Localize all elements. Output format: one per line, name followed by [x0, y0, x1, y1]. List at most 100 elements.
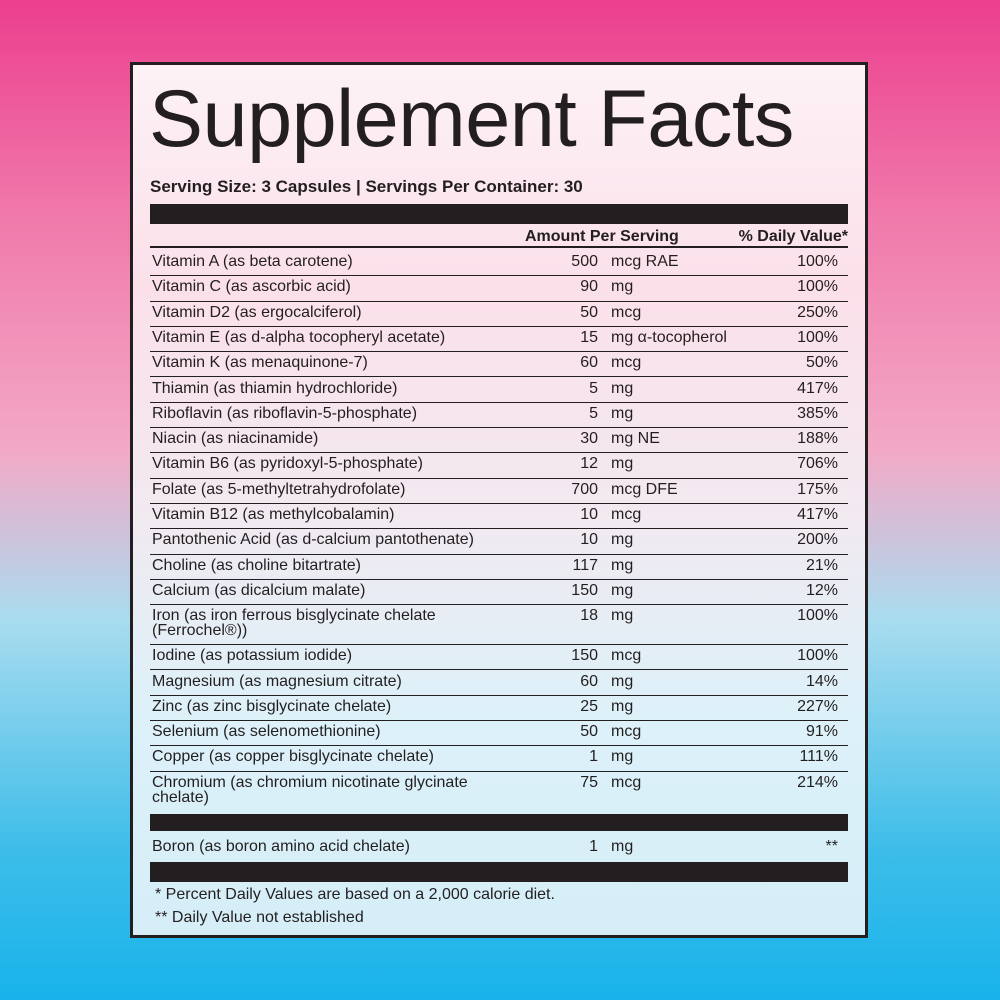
unit: mg — [611, 607, 634, 625]
daily-value: 50% — [805, 354, 838, 372]
nutrient-row: Zinc (as zinc bisglycinate chelate) 25 mg 2… — [150, 695, 848, 722]
nutrient-row: Vitamin E (as d-alpha tocopheryl acetate… — [150, 326, 848, 353]
amount: 5 — [589, 404, 598, 422]
daily-value: 14% — [805, 672, 838, 690]
supplement-facts-panel: Supplement Facts Serving Size: 3 Capsule… — [130, 62, 868, 938]
nutrient-row: Selenium (as selenomethionine) 50 mcg 91% — [150, 720, 848, 747]
daily-value: 100% — [797, 278, 838, 296]
daily-value: 188% — [797, 430, 838, 448]
daily-value: 385% — [797, 404, 838, 422]
daily-value: 91% — [805, 723, 838, 741]
daily-value: 417% — [797, 506, 838, 523]
amount: 700 — [571, 480, 598, 498]
daily-value-header: % Daily Value* — [738, 228, 848, 245]
daily-value: 214% — [797, 773, 838, 791]
daily-value: 21% — [805, 556, 838, 574]
nutrient-row: Vitamin C (as ascorbic acid) 90 mg 100% — [150, 275, 848, 302]
nutrient-row: Pantothenic Acid (as d-calcium pantothen… — [150, 528, 848, 555]
nutrient-name: Vitamin E (as d-alpha tocopheryl acetate… — [152, 328, 446, 346]
title: Supplement Facts — [149, 74, 794, 164]
daily-value: 417% — [797, 379, 838, 397]
unit: mg — [611, 748, 634, 766]
daily-value: 250% — [797, 303, 838, 321]
unit: mcg — [611, 773, 642, 791]
amount: 1 — [589, 837, 598, 855]
amount: 30 — [580, 430, 598, 448]
nutrient-name: Boron (as boron amino acid chelate) — [152, 837, 410, 855]
amount-header: Amount Per Serving — [525, 228, 679, 245]
amount: 18 — [580, 607, 598, 625]
nutrient-row: Vitamin B12 (as methylcobalamin) 10 mcg 417… — [150, 503, 848, 530]
unit: mg — [611, 581, 634, 599]
divider-bar — [150, 204, 848, 224]
nutrient-name: Vitamin A (as beta carotene) — [152, 253, 353, 270]
amount: 117 — [572, 556, 598, 574]
amount: 15 — [580, 328, 598, 346]
nutrient-name: Vitamin C (as ascorbic acid) — [152, 278, 351, 296]
nutrient-row: Iron (as iron ferrous bisglycinate chela… — [150, 604, 848, 646]
amount: 90 — [580, 278, 598, 296]
amount: 60 — [580, 672, 598, 690]
nutrient-row: Calcium (as dicalcium malate) 150 mg 12% — [150, 579, 848, 606]
nutrient-row: Vitamin K (as menaquinone-7) 60 mcg 50% — [150, 351, 848, 378]
nutrient-name: Riboflavin (as riboflavin-5-phosphate) — [152, 404, 418, 422]
amount: 500 — [571, 253, 598, 270]
unit: mcg DFE — [611, 480, 678, 498]
amount: 150 — [571, 581, 598, 599]
unit: mcg — [611, 303, 642, 321]
divider-bar — [150, 862, 848, 882]
nutrient-name: Calcium (as dicalcium malate) — [152, 581, 366, 599]
serving-info: Serving Size: 3 Capsules | Servings Per … — [150, 177, 583, 196]
nutrient-row: Choline (as choline bitartrate) 117 mg 21% — [150, 554, 848, 580]
unit: mg — [611, 556, 634, 574]
unit: mg α-tocopherol — [611, 328, 727, 346]
nutrient-row: Chromium (as chromium nicotinate glycina… — [150, 771, 848, 811]
amount: 75 — [580, 773, 598, 791]
nutrient-name: Selenium (as selenomethionine) — [152, 723, 381, 741]
daily-value: 227% — [797, 697, 838, 715]
nutrient-row: Boron (as boron amino acid chelate) 1 mg ** — [150, 835, 848, 860]
nutrient-name: Choline (as choline bitartrate) — [152, 556, 361, 574]
amount: 50 — [580, 303, 598, 321]
nutrient-name: Zinc (as zinc bisglycinate chelate) — [152, 697, 392, 715]
unit: mg — [611, 697, 634, 715]
daily-value: 706% — [797, 455, 838, 473]
daily-value: 100% — [797, 647, 838, 665]
daily-value: 100% — [797, 607, 838, 625]
nutrient-name: Magnesium (as magnesium citrate) — [152, 672, 402, 690]
unit: mcg — [611, 506, 642, 523]
amount: 12 — [580, 455, 598, 473]
amount: 150 — [571, 647, 598, 665]
nutrient-name: Copper (as copper bisglycinate chelate) — [152, 748, 434, 766]
nutrient-name: Vitamin D2 (as ergocalciferol) — [152, 303, 362, 321]
nutrient-row: Magnesium (as magnesium citrate) 60 mg 14% — [150, 670, 848, 696]
daily-value: 100% — [797, 328, 838, 346]
nutrient-name: Chromium (as chromium nicotinate glycina… — [152, 773, 468, 806]
daily-value: 100% — [797, 253, 838, 270]
nutrient-name: Vitamin B12 (as methylcobalamin) — [152, 506, 395, 523]
unit: mg — [611, 837, 634, 855]
daily-value: 200% — [797, 531, 838, 549]
nutrient-row: Niacin (as niacinamide) 30 mg NE 188% — [150, 427, 848, 454]
nutrient-name: Iodine (as potassium iodide) — [152, 647, 353, 665]
footnote: ** Daily Value not established — [155, 909, 364, 926]
nutrient-row: Iodine (as potassium iodide) 150 mcg 100% — [150, 644, 848, 671]
unit: mcg — [611, 723, 642, 741]
nutrient-row: Thiamin (as thiamin hydrochloride) 5 mg 417… — [150, 377, 848, 403]
unit: mg — [611, 379, 634, 397]
unit: mcg — [611, 354, 642, 372]
daily-value: 111% — [799, 748, 838, 766]
nutrient-row: Riboflavin (as riboflavin-5-phosphate) 5 m… — [150, 402, 848, 429]
unit: mcg — [611, 647, 642, 665]
nutrient-row: Copper (as copper bisglycinate chelate) 1… — [150, 745, 848, 772]
daily-value: 175% — [797, 480, 838, 498]
unit: mg — [611, 404, 634, 422]
unit: mg — [611, 672, 634, 690]
amount: 1 — [589, 748, 598, 766]
nutrient-name: Vitamin K (as menaquinone-7) — [152, 354, 368, 372]
amount: 50 — [580, 723, 598, 741]
amount: 10 — [580, 506, 598, 523]
nutrient-name: Vitamin B6 (as pyridoxyl-5-phosphate) — [152, 455, 423, 473]
unit: mg — [611, 531, 634, 549]
